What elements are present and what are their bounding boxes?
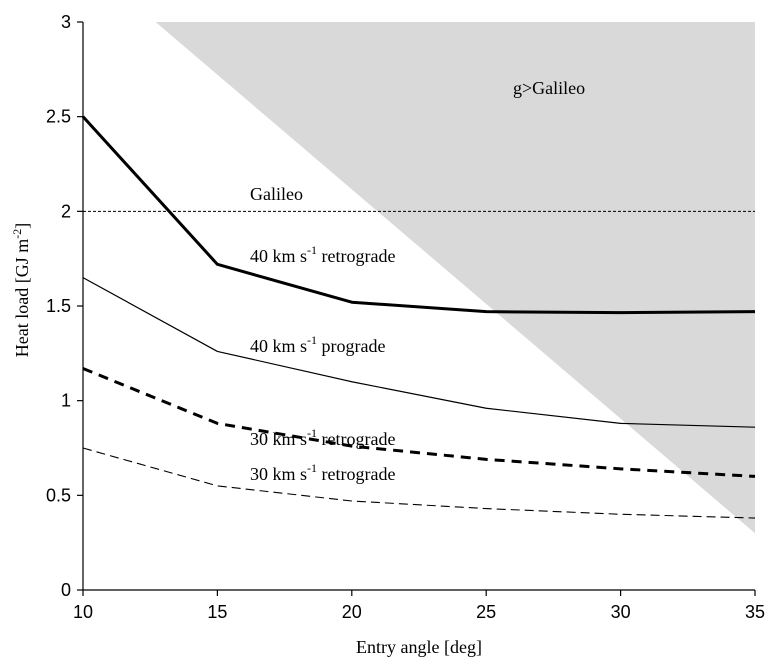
series-line-2 (82, 277, 756, 428)
y-tick-label: 3 (61, 12, 71, 32)
x-tick-label: 10 (73, 602, 93, 622)
y-tick-label: 1.5 (46, 296, 71, 316)
series-line-4 (82, 447, 756, 519)
x-tick-label: 15 (207, 602, 227, 622)
x-tick-label: 20 (342, 602, 362, 622)
region-label: g>Galileo (513, 78, 585, 98)
y-tick-label: 1 (61, 391, 71, 411)
series-line-3 (82, 367, 756, 478)
series-line-1 (81, 115, 756, 315)
series-label-4: 30 km s-1 retrograde (250, 461, 395, 484)
x-tick-label: 25 (476, 602, 496, 622)
series-label-3: 30 km s-1 retrograde (250, 426, 395, 449)
axes: 0 0.5 1 1.5 2 2.5 3 10 15 20 25 30 35 Entry angle [de… (10, 12, 765, 657)
y-axis-title: Heat load [GJ m-2] (10, 223, 32, 357)
x-axis-title: Entry angle [deg] (356, 637, 482, 657)
galileo-label: Galileo (250, 184, 303, 204)
plot-area (81, 22, 756, 534)
series-label-2: 40 km s-1 prograde (250, 333, 385, 356)
series-label-1: 40 km s-1 retrograde (250, 243, 395, 266)
x-tick-label: 35 (745, 602, 765, 622)
y-tick-label: 0 (61, 580, 71, 600)
shaded-region (155, 22, 756, 534)
annotations: g>Galileo Galileo 40 km s-1 retrograde 40 k… (250, 78, 585, 484)
y-tick-label: 2 (61, 201, 71, 221)
y-tick-label: 2.5 (46, 107, 71, 127)
x-tick-label: 30 (611, 602, 631, 622)
y-tick-label: 0.5 (46, 485, 71, 505)
